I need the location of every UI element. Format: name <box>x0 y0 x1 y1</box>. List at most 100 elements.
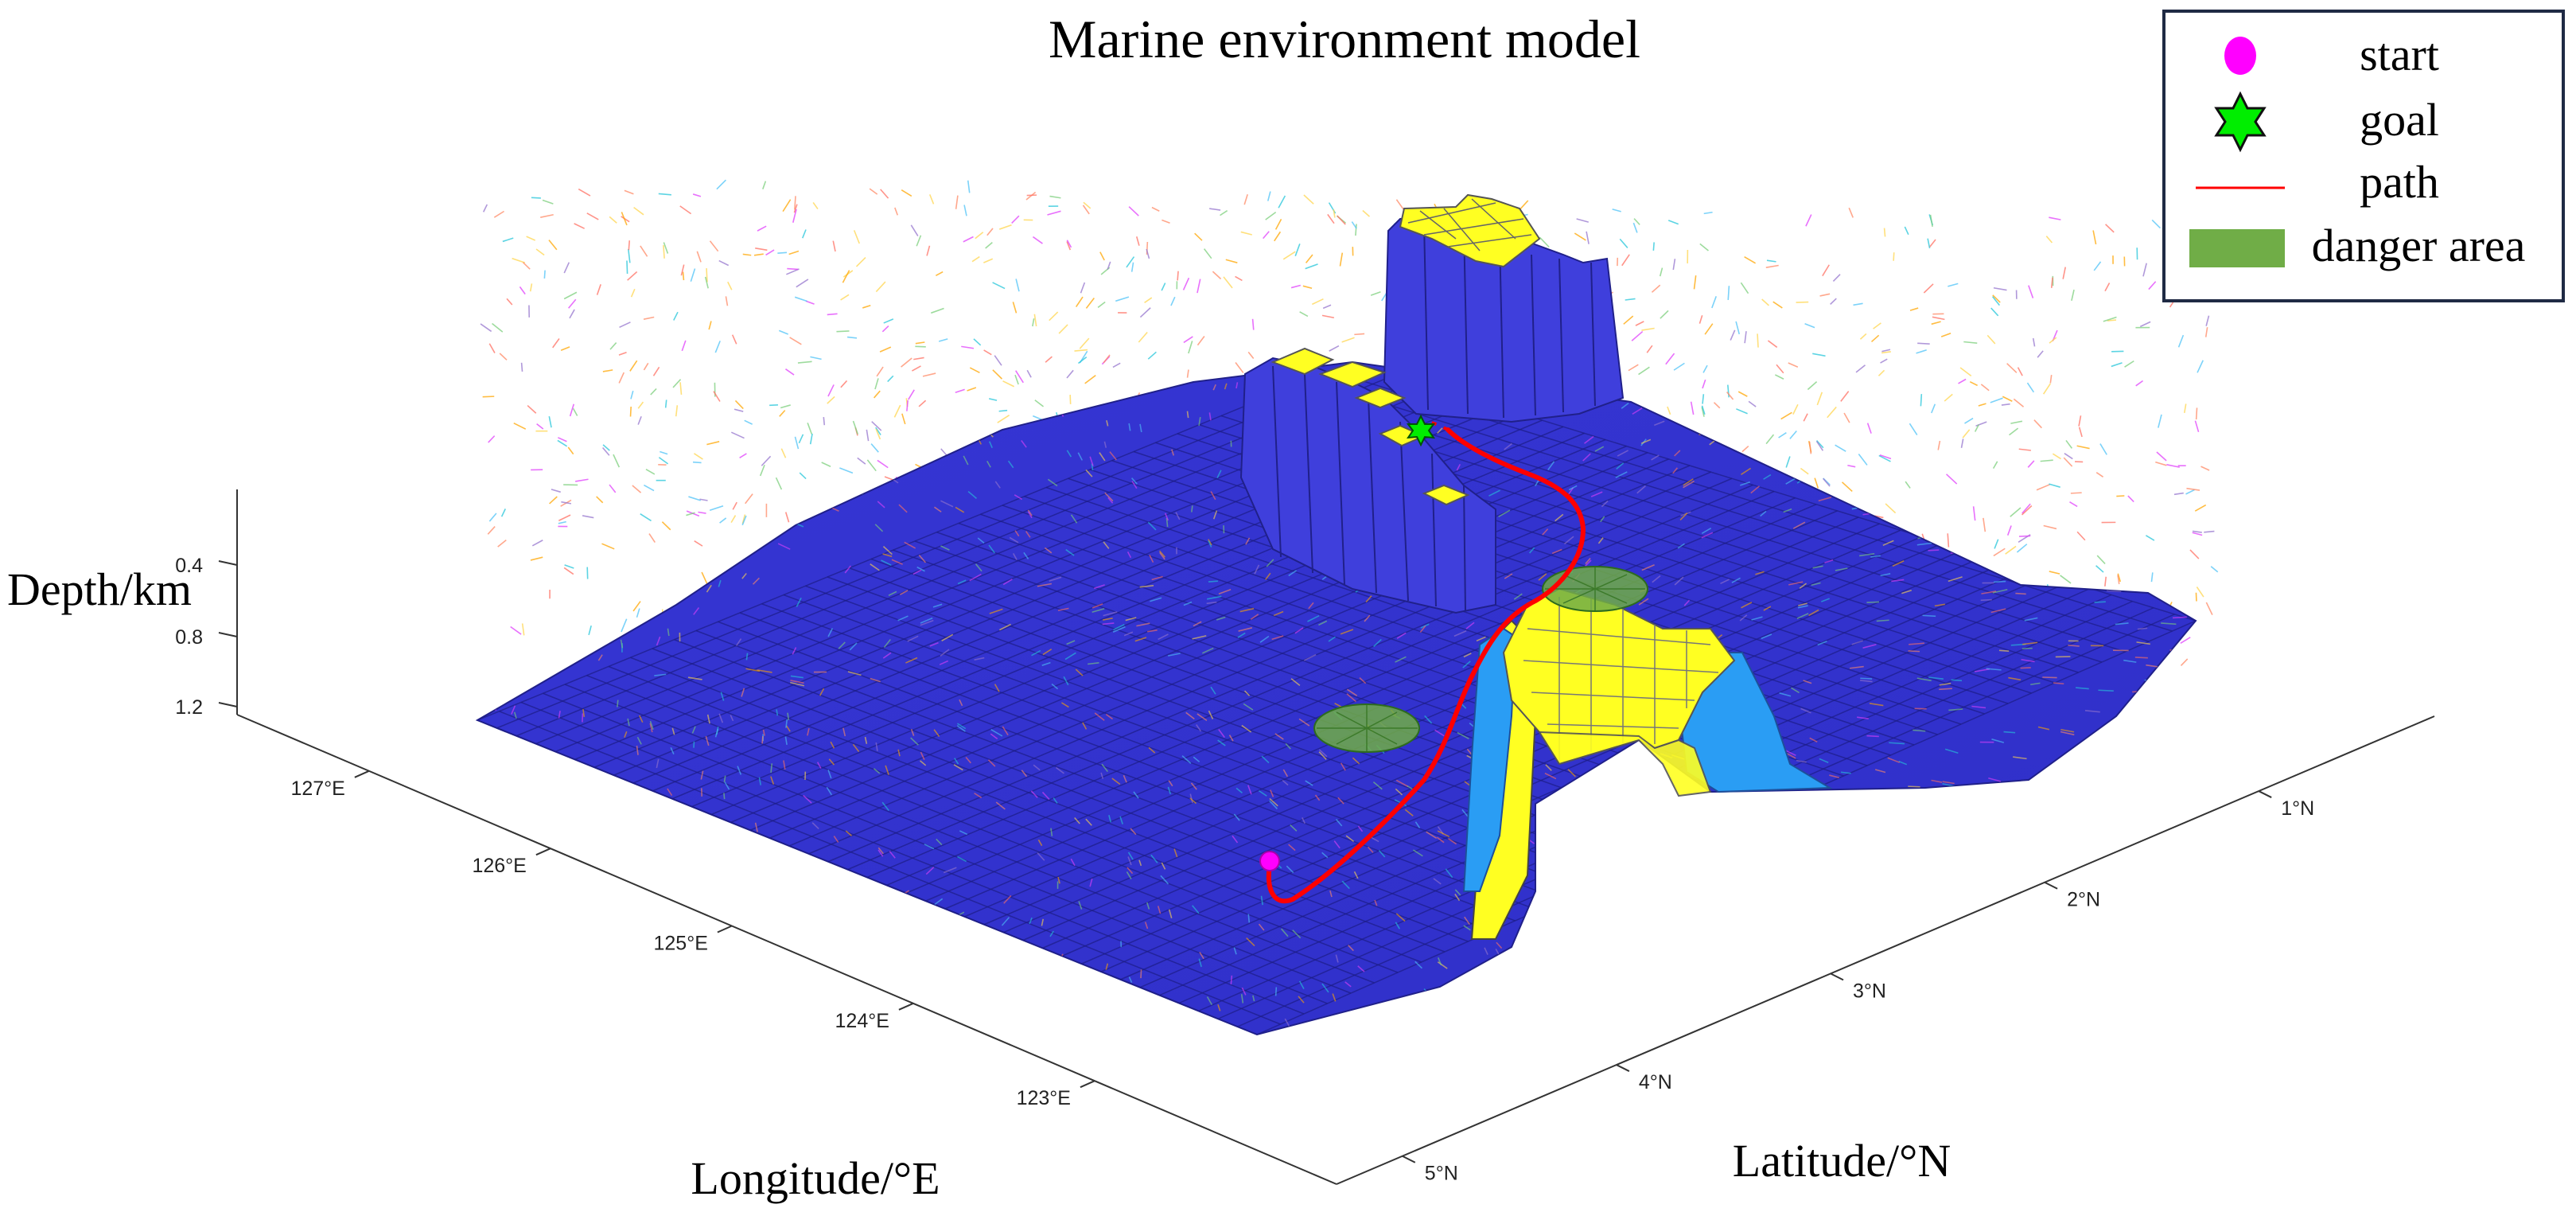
current-arrow <box>730 431 745 439</box>
current-arrow <box>629 406 632 417</box>
current-arrow <box>1241 987 1247 996</box>
current-arrow <box>2017 367 2023 376</box>
current-arrow <box>1424 715 1433 724</box>
current-arrow <box>696 251 702 263</box>
current-arrow <box>2186 487 2200 491</box>
current-arrow <box>1563 536 1574 545</box>
current-arrow <box>1986 668 2002 671</box>
current-arrow <box>1841 481 1853 493</box>
current-arrow <box>1094 712 1105 721</box>
current-arrow <box>1183 601 1193 606</box>
current-arrow <box>877 849 884 857</box>
current-arrow <box>1398 1018 1407 1026</box>
current-arrow <box>2148 281 2157 290</box>
current-arrow <box>1834 852 1843 858</box>
current-arrow <box>1045 356 1053 363</box>
current-arrow <box>2023 1030 2034 1035</box>
current-arrow <box>1443 1019 1449 1029</box>
current-arrow <box>1161 862 1166 870</box>
current-arrow <box>1088 662 1099 665</box>
current-arrow <box>2006 828 2018 833</box>
current-arrow <box>1769 945 1778 953</box>
current-arrow <box>910 224 919 237</box>
current-arrow <box>875 281 886 293</box>
current-arrow <box>1434 729 1445 737</box>
current-arrow <box>1920 370 1936 376</box>
current-arrow <box>1811 582 1821 587</box>
current-arrow <box>513 422 527 430</box>
current-arrow <box>1968 1008 1979 1015</box>
current-arrow <box>688 496 701 501</box>
current-arrow <box>1115 296 1130 302</box>
current-arrow <box>484 927 496 932</box>
current-arrow <box>596 284 601 295</box>
current-arrow <box>942 923 952 932</box>
current-arrow <box>1902 846 1913 853</box>
current-arrow <box>1198 958 1202 968</box>
current-arrow <box>1870 334 1880 343</box>
current-arrow <box>629 825 635 832</box>
current-arrow <box>1849 665 1864 669</box>
current-arrow <box>1025 191 1037 201</box>
current-arrow <box>881 801 889 812</box>
current-arrow <box>1892 560 1905 567</box>
current-arrow <box>1769 940 1779 947</box>
current-arrow <box>944 374 953 381</box>
current-arrow <box>1047 210 1061 216</box>
current-arrow <box>1303 653 1317 661</box>
current-arrow <box>1704 323 1714 335</box>
current-arrow <box>1006 989 1015 998</box>
current-arrow <box>558 711 561 719</box>
current-arrow <box>1993 548 2006 557</box>
current-arrow <box>657 869 672 872</box>
current-arrow <box>1438 957 1442 966</box>
current-arrow <box>2173 492 2184 496</box>
current-arrow <box>609 540 621 544</box>
current-arrow <box>1203 248 1212 259</box>
current-arrow <box>673 570 677 578</box>
current-arrow <box>1840 391 1850 402</box>
current-arrow <box>1916 677 1932 682</box>
current-arrow <box>526 236 536 241</box>
current-arrow <box>2190 402 2196 407</box>
current-arrow <box>943 431 948 439</box>
current-arrow <box>1042 649 1053 656</box>
current-arrow <box>1186 411 1189 419</box>
current-arrow <box>1370 291 1381 296</box>
current-arrow <box>1002 380 1015 388</box>
current-arrow <box>1805 214 1812 227</box>
current-arrow <box>1206 595 1222 600</box>
current-arrow <box>543 270 546 279</box>
current-arrow <box>844 565 851 574</box>
current-arrow <box>2084 710 2100 713</box>
current-arrow <box>723 775 726 782</box>
current-arrow <box>1481 977 1492 987</box>
y-tick-mark <box>1402 1155 1416 1163</box>
current-arrow <box>973 338 982 346</box>
current-arrow <box>648 1034 659 1035</box>
current-arrow <box>1193 756 1200 762</box>
current-arrow <box>1273 610 1284 617</box>
current-arrow <box>2049 375 2053 384</box>
current-arrow <box>1646 345 1653 353</box>
current-arrow <box>1940 333 1951 337</box>
current-arrow <box>1126 256 1135 268</box>
current-arrow <box>1520 927 1527 936</box>
current-arrow <box>1051 683 1059 690</box>
current-arrow <box>709 240 719 252</box>
current-arrow <box>1619 829 1630 835</box>
current-arrow <box>936 1029 944 1035</box>
current-arrow <box>898 504 908 513</box>
current-arrow <box>2147 372 2162 378</box>
current-arrow <box>2021 658 2035 663</box>
current-arrow <box>1308 602 1314 610</box>
current-arrow <box>1274 218 1282 230</box>
current-arrow <box>1077 356 1088 364</box>
current-arrow <box>2158 414 2162 428</box>
current-arrow <box>2103 1018 2114 1023</box>
current-arrow <box>2180 637 2191 645</box>
current-arrow <box>727 875 740 880</box>
current-arrow <box>699 498 708 501</box>
current-arrow <box>515 411 529 415</box>
seabed-grid-line <box>964 523 1880 918</box>
